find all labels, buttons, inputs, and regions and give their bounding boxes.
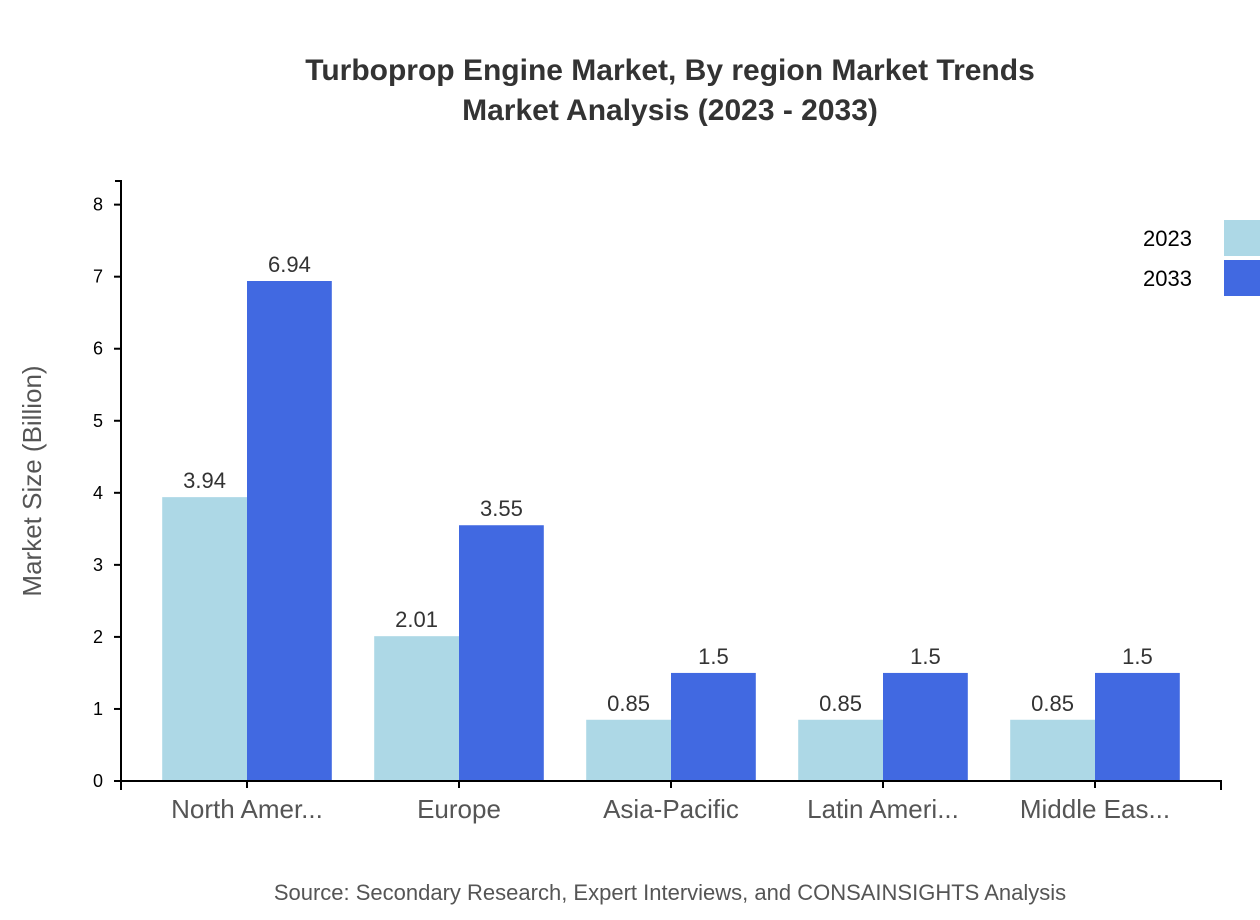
- y-tick-label: 8: [93, 195, 103, 215]
- data-label: 3.55: [480, 496, 523, 521]
- y-axis: 0 1 2 3 4 5 6 7 8: [93, 180, 122, 791]
- y-tick: 8: [93, 195, 121, 215]
- y-axis-line: [115, 180, 122, 782]
- x-tick-label: Latin Ameri...: [807, 794, 959, 824]
- bar-2023: [162, 497, 247, 781]
- y-tick: 3: [93, 555, 121, 575]
- y-tick-label: 3: [93, 555, 103, 575]
- y-tick: 2: [93, 627, 121, 647]
- chart-title-line-1: Turboprop Engine Market, By region Marke…: [305, 54, 1035, 87]
- data-label: 1.5: [910, 644, 941, 669]
- bar-2023: [374, 636, 459, 781]
- bar-2033: [883, 672, 968, 781]
- chart-title-line-2: Market Analysis (2023 - 2033): [462, 94, 878, 127]
- data-label: 6.94: [268, 252, 311, 277]
- legend-swatch-2023: [1224, 220, 1260, 256]
- y-axis-label: Market Size (Billion): [17, 365, 47, 596]
- y-tick: 4: [93, 483, 121, 503]
- legend-label: 2033: [1143, 266, 1192, 291]
- x-axis: North Amer... Europe Asia-Pacific Latin Ame…: [120, 780, 1222, 824]
- y-tick: 6: [93, 339, 121, 359]
- x-tick-label: North Amer...: [171, 794, 323, 824]
- bar-2023: [586, 719, 671, 781]
- bar-2033: [1095, 672, 1180, 781]
- y-tick-label: 2: [93, 627, 103, 647]
- y-tick-label: 5: [93, 411, 103, 431]
- y-tick: 5: [93, 411, 121, 431]
- data-label: 0.85: [819, 691, 862, 716]
- bar-2033: [671, 672, 756, 781]
- bar-2023: [1010, 719, 1095, 781]
- x-tick-label: Middle Eas...: [1020, 794, 1170, 824]
- y-tick: 7: [93, 267, 121, 287]
- legend-swatch-2033: [1224, 260, 1260, 296]
- data-label: 2.01: [395, 607, 438, 632]
- data-label: 1.5: [1122, 644, 1153, 669]
- bars: 3.94 6.94 2.01 3.55 0.85 1.5 0.85 1.5 0.85 1.5: [162, 252, 1180, 781]
- legend: 2023 2033: [1143, 220, 1260, 296]
- x-tick-label: Europe: [417, 794, 501, 824]
- y-tick-label: 1: [93, 699, 103, 719]
- y-tick: 1: [93, 699, 121, 719]
- bar-2023: [798, 719, 883, 781]
- legend-label: 2023: [1143, 226, 1192, 251]
- data-label: 0.85: [1031, 691, 1074, 716]
- y-tick: 0: [93, 771, 121, 791]
- source-note: Source: Secondary Research, Expert Inter…: [274, 880, 1066, 905]
- data-label: 3.94: [183, 468, 226, 493]
- y-tick-label: 4: [93, 483, 103, 503]
- bar-2033: [247, 281, 332, 781]
- y-tick-label: 6: [93, 339, 103, 359]
- bar-2033: [459, 525, 544, 781]
- data-label: 0.85: [607, 691, 650, 716]
- x-tick-label: Asia-Pacific: [603, 794, 739, 824]
- y-tick-label: 0: [93, 771, 103, 791]
- y-tick-label: 7: [93, 267, 103, 287]
- data-label: 1.5: [698, 644, 729, 669]
